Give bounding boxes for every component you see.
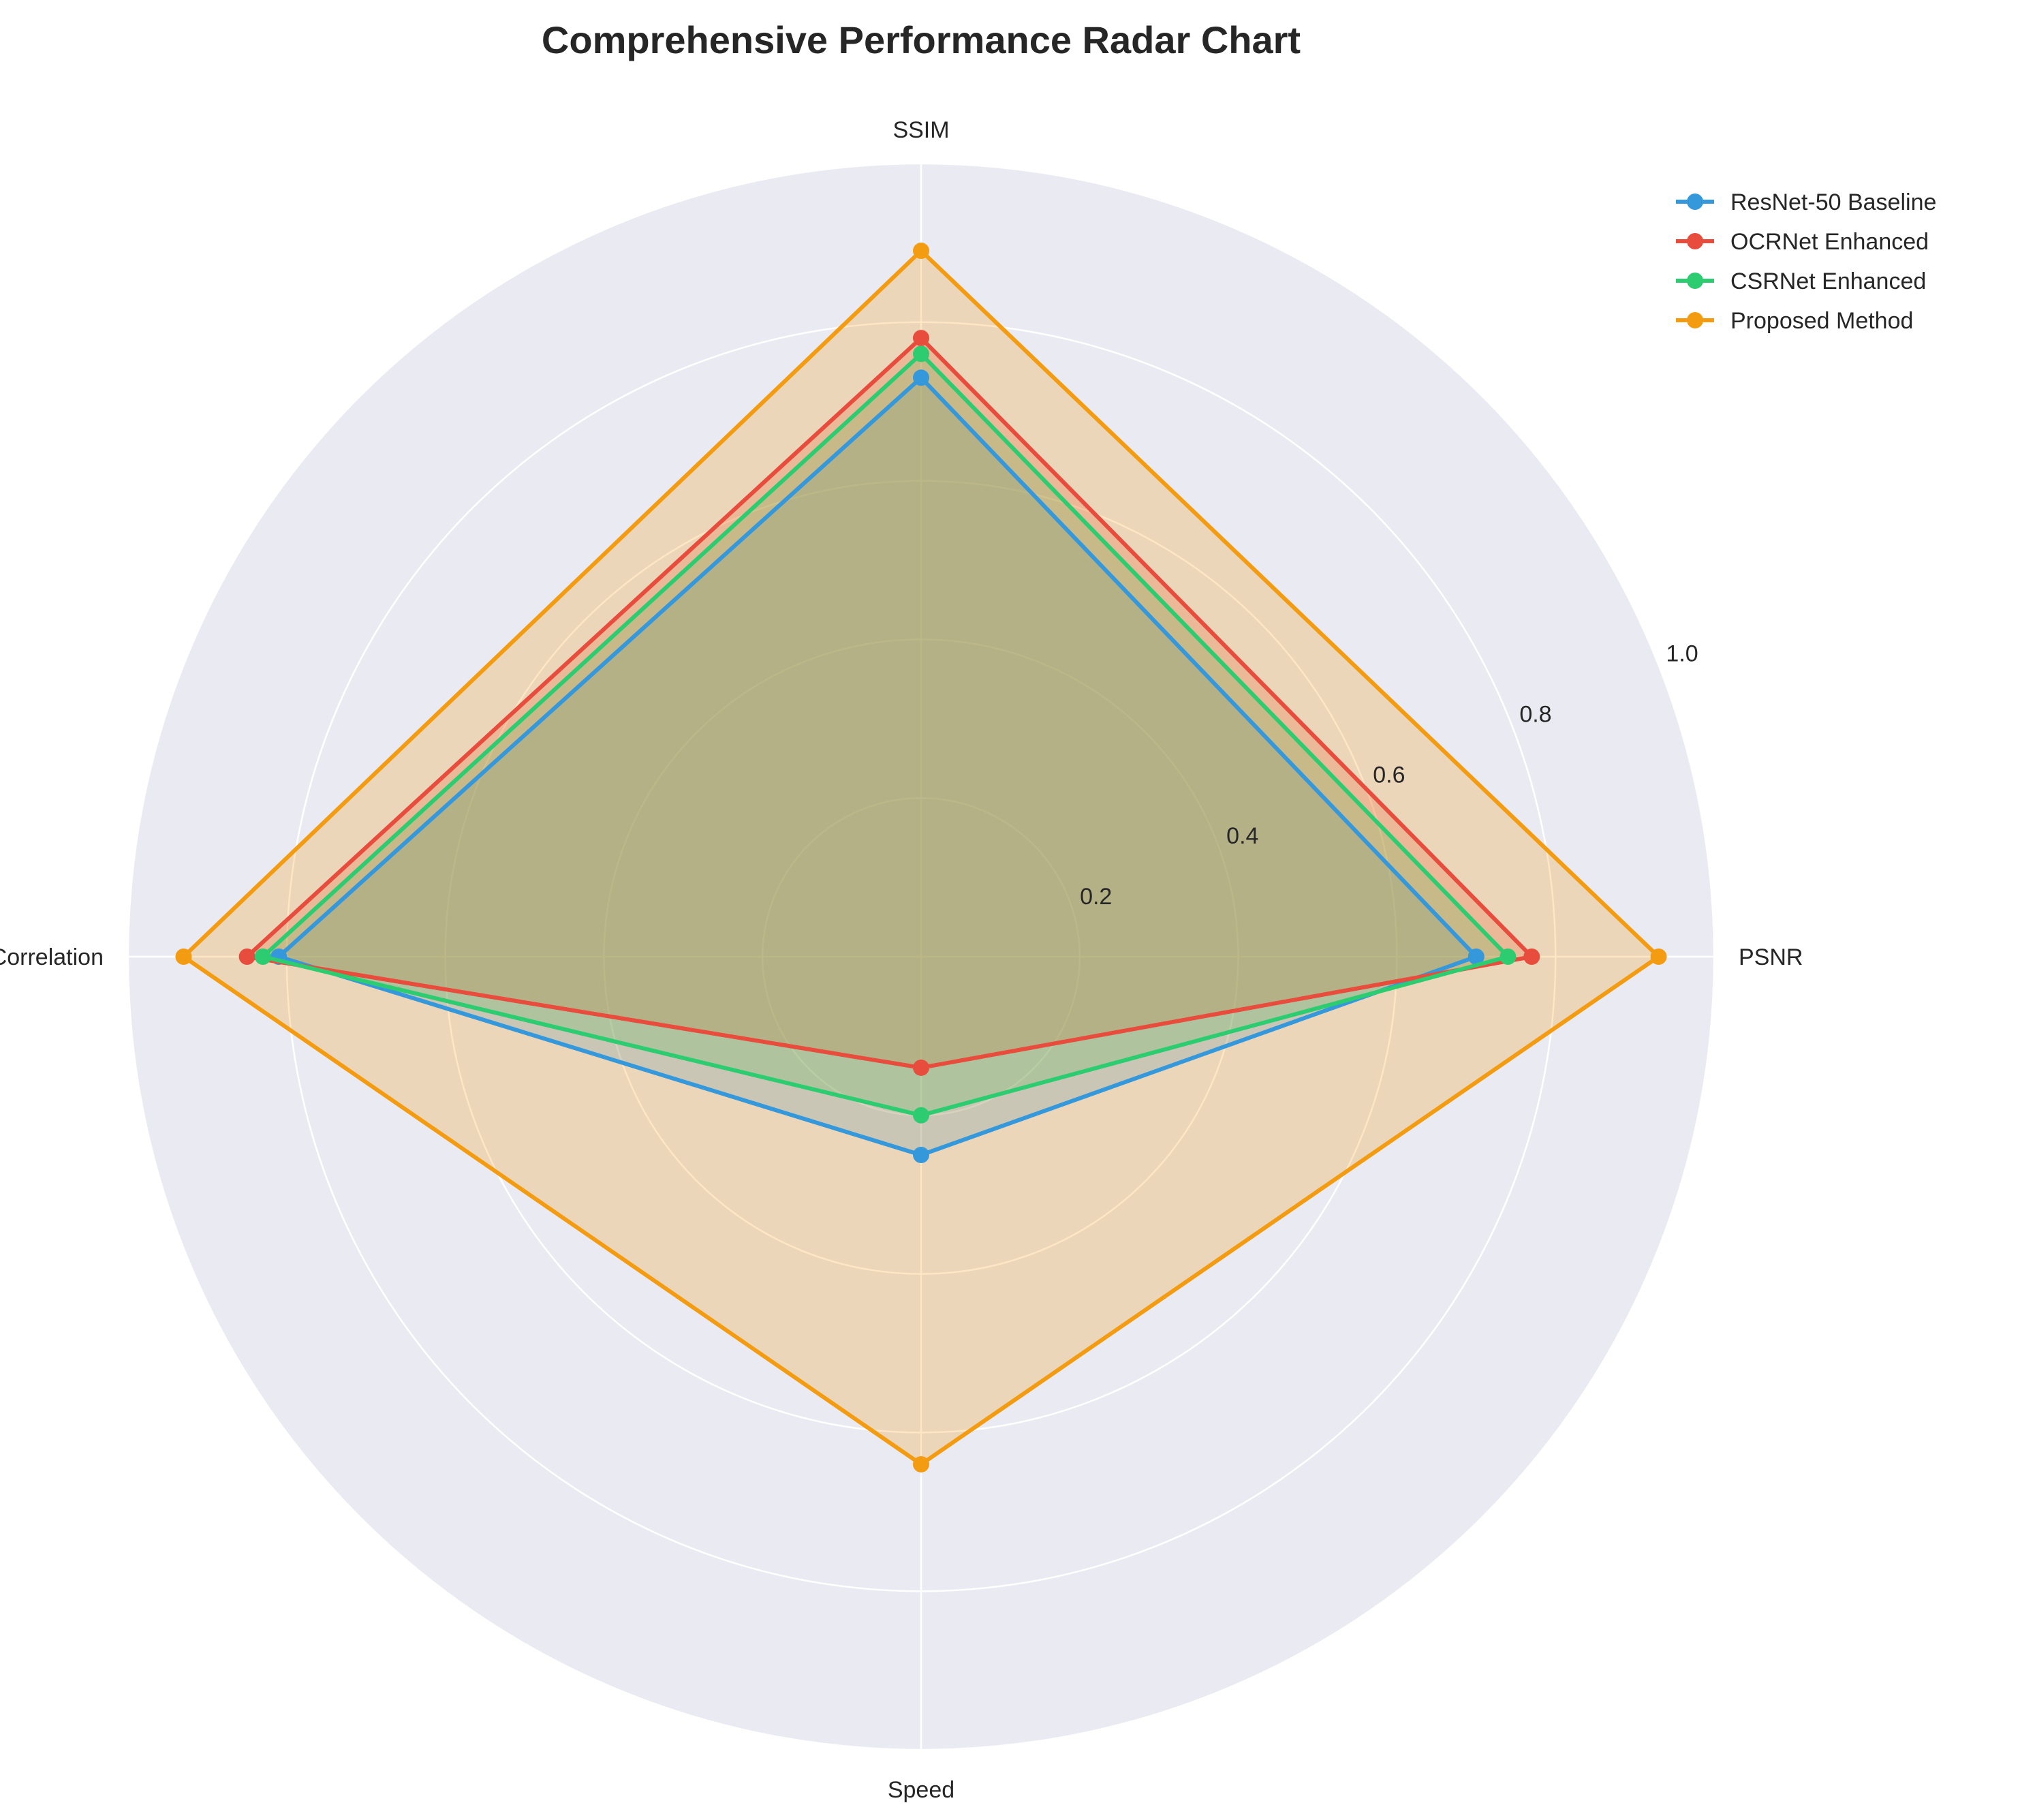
data-point <box>1500 948 1517 965</box>
series-layer <box>175 243 1667 1472</box>
data-point <box>1523 948 1540 965</box>
legend-label: ResNet-50 Baseline <box>1730 189 1936 215</box>
chart-title: Comprehensive Performance Radar Chart <box>542 18 1301 61</box>
legend-swatch-marker <box>1687 233 1703 249</box>
data-point <box>254 948 271 965</box>
legend-swatch-marker <box>1687 273 1703 289</box>
radial-tick-label: 0.4 <box>1226 823 1258 849</box>
radial-tick-label: 0.2 <box>1080 884 1112 910</box>
data-point <box>238 948 255 965</box>
legend-label: OCRNet Enhanced <box>1730 229 1929 255</box>
series-fill <box>279 377 1476 1155</box>
axis-label-speed: Speed <box>888 1777 954 1803</box>
radial-tick-label: 0.6 <box>1373 762 1405 788</box>
data-point <box>913 345 929 363</box>
data-point <box>175 948 192 965</box>
axis-label-ssim: SSIM <box>892 117 949 143</box>
series-fill <box>247 338 1532 1068</box>
legend: ResNet-50 Baseline OCRNet Enhanced CSRNet … <box>1676 189 1936 334</box>
data-point <box>913 1455 929 1472</box>
data-point <box>913 1059 929 1076</box>
data-point <box>913 1147 929 1163</box>
data-point <box>1650 948 1667 965</box>
legend-label: Proposed Method <box>1730 308 1913 334</box>
data-point <box>913 1107 929 1124</box>
data-point <box>913 330 929 347</box>
radial-tick-labels: 0.2 0.4 0.6 0.8 1.0 <box>1080 641 1698 910</box>
data-point <box>913 369 929 386</box>
legend-label: CSRNet Enhanced <box>1730 268 1926 294</box>
axis-labels: PSNR SSIM Correlation Speed <box>0 117 1803 1803</box>
legend-swatch-marker <box>1687 194 1703 210</box>
radial-tick-label: 0.8 <box>1519 702 1551 728</box>
data-point <box>1467 948 1485 965</box>
radial-tick-label: 1.0 <box>1666 641 1698 667</box>
axis-label-correlation: Correlation <box>0 944 104 970</box>
axis-label-psnr: PSNR <box>1739 944 1803 970</box>
data-point <box>913 243 929 260</box>
legend-swatch-marker <box>1687 312 1703 328</box>
series-fill <box>183 251 1659 1464</box>
series-fill <box>262 354 1508 1115</box>
